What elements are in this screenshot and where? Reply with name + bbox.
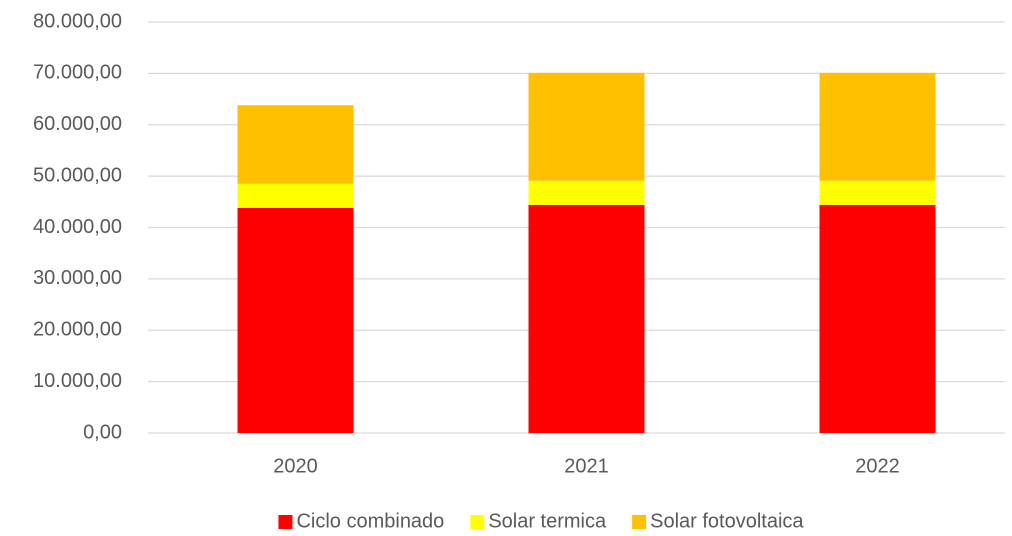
bar-segment	[819, 204, 936, 433]
x-tick-label: 2020	[273, 455, 318, 477]
y-tick-label: 80.000,00	[33, 10, 122, 32]
bar-segment	[237, 105, 354, 184]
legend-swatch	[470, 515, 485, 529]
x-tick-label: 2021	[564, 455, 609, 477]
y-tick-label: 60.000,00	[33, 113, 122, 135]
bar-segment	[528, 180, 645, 205]
y-tick-label: 10.000,00	[33, 370, 122, 392]
bar-segment	[237, 183, 354, 208]
y-tick-label: 0,00	[83, 421, 122, 443]
bar-segment	[237, 207, 354, 433]
x-tick-label: 2022	[855, 455, 900, 477]
bar-segment	[819, 180, 936, 205]
y-tick-label: 40.000,00	[33, 216, 122, 238]
bar-segment	[528, 72, 645, 181]
legend-label: Solar fotovoltaica	[650, 510, 804, 532]
y-tick-label: 20.000,00	[33, 319, 122, 341]
legend-label: Ciclo combinado	[296, 510, 444, 532]
bar-segment	[528, 204, 645, 433]
legend-swatch	[632, 515, 647, 529]
y-tick-label: 50.000,00	[33, 164, 122, 186]
y-tick-label: 30.000,00	[33, 267, 122, 289]
y-tick-label: 70.000,00	[33, 62, 122, 84]
legend-label: Solar termica	[488, 510, 607, 532]
legend-swatch	[278, 515, 293, 529]
bar-segment	[819, 72, 936, 181]
